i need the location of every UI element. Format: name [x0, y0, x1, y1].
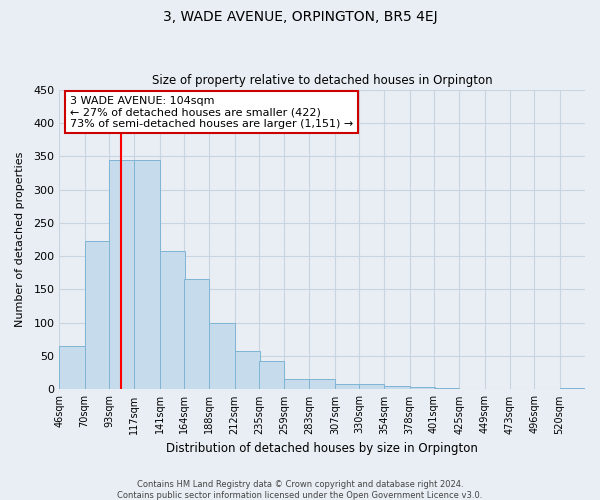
Bar [259, 362, 284, 390]
Bar [184, 280, 209, 390]
Text: 3, WADE AVENUE, ORPINGTON, BR5 4EJ: 3, WADE AVENUE, ORPINGTON, BR5 4EJ [163, 10, 437, 24]
Bar [160, 252, 185, 390]
Bar [59, 346, 85, 390]
Y-axis label: Number of detached properties: Number of detached properties [15, 152, 25, 327]
X-axis label: Distribution of detached houses by size in Orpington: Distribution of detached houses by size … [166, 442, 478, 455]
Bar [235, 352, 260, 390]
Text: 3 WADE AVENUE: 104sqm
← 27% of detached houses are smaller (422)
73% of semi-det: 3 WADE AVENUE: 104sqm ← 27% of detached … [70, 96, 353, 129]
Bar [460, 389, 485, 390]
Bar [434, 388, 460, 390]
Bar [284, 380, 310, 390]
Bar [310, 380, 335, 390]
Bar [335, 384, 360, 390]
Bar [134, 160, 160, 390]
Text: Contains HM Land Registry data © Crown copyright and database right 2024.
Contai: Contains HM Land Registry data © Crown c… [118, 480, 482, 500]
Bar [209, 323, 235, 390]
Bar [560, 388, 585, 390]
Bar [385, 386, 410, 390]
Title: Size of property relative to detached houses in Orpington: Size of property relative to detached ho… [152, 74, 493, 87]
Bar [109, 160, 134, 390]
Bar [359, 384, 385, 390]
Bar [85, 242, 110, 390]
Bar [410, 388, 435, 390]
